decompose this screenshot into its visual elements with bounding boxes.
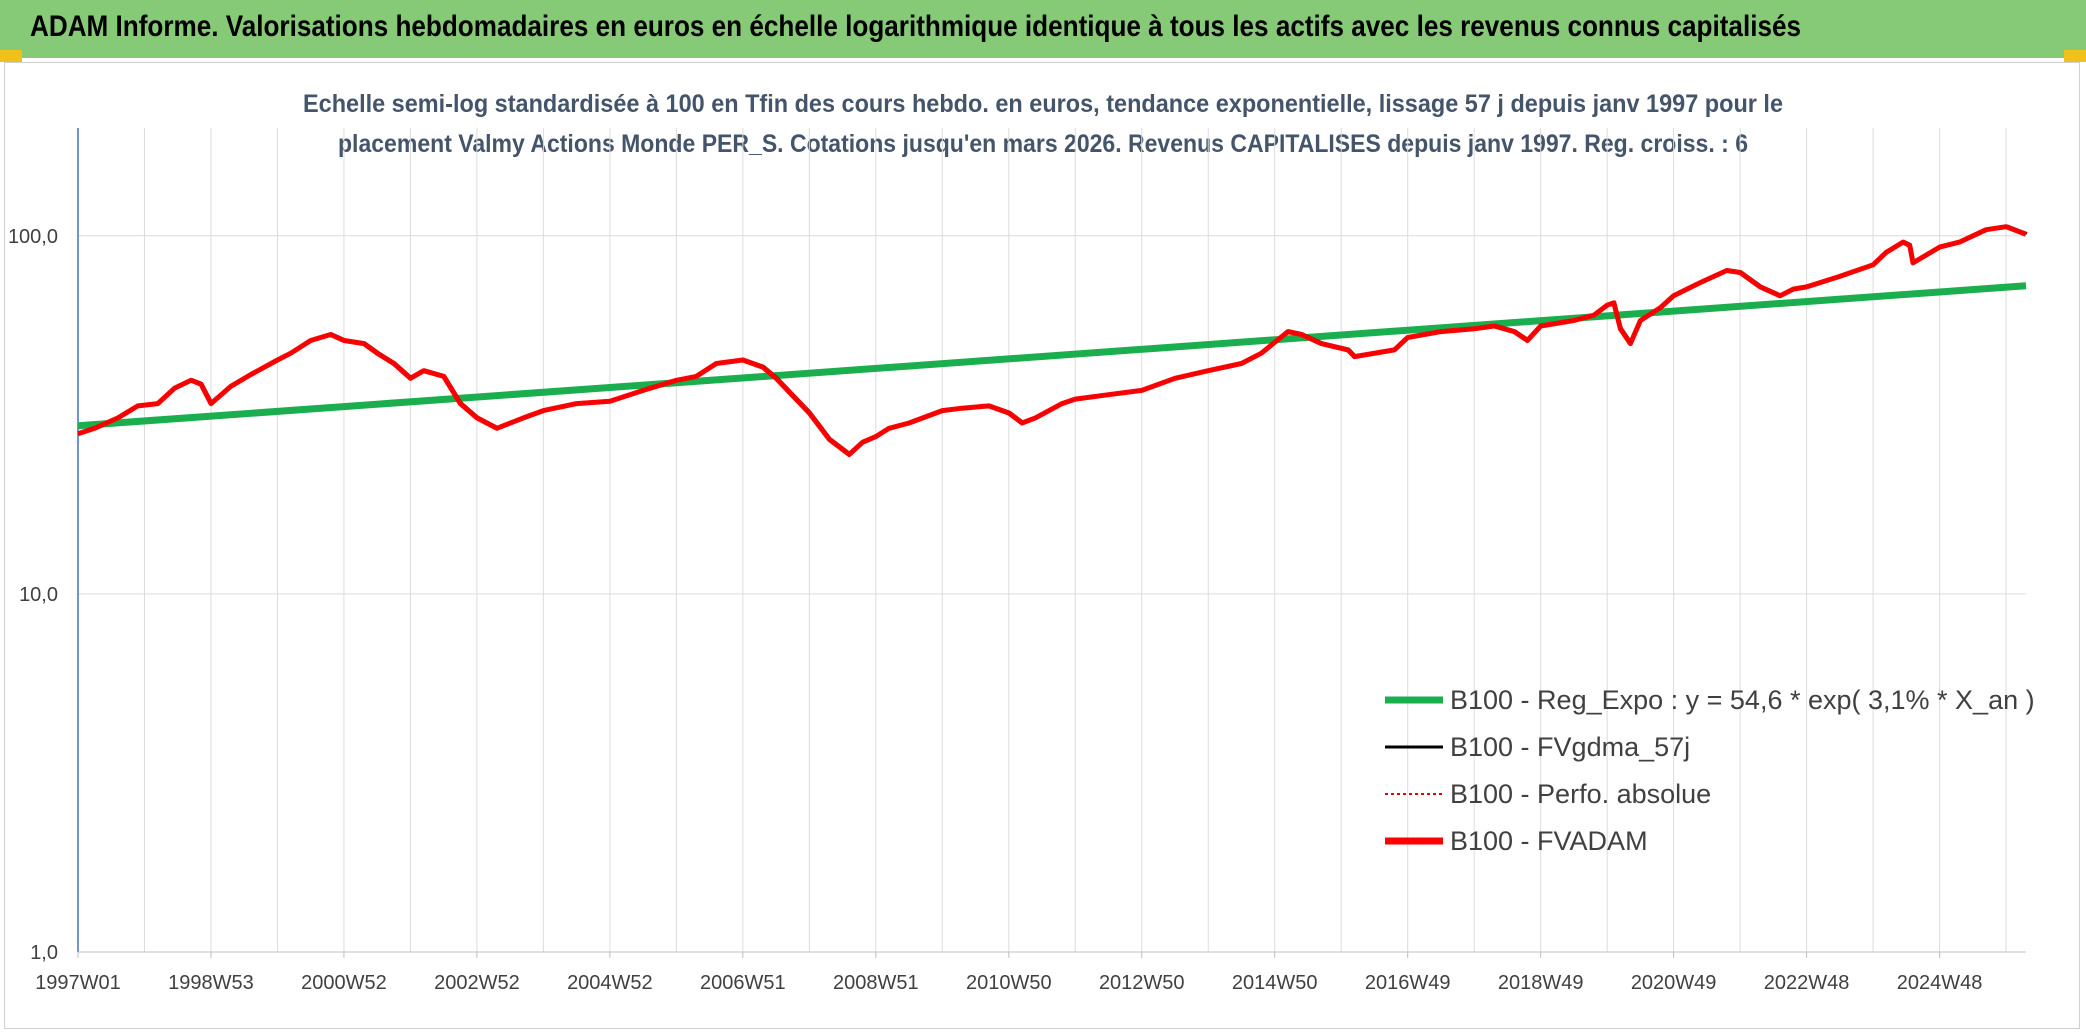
x-tick-label: 2020W49 xyxy=(1631,972,1717,994)
series-line-perfo-absolue xyxy=(77,225,2027,456)
legend-label: B100 - FVgdma_57j xyxy=(1450,732,1690,762)
x-tick-label: 2000W52 xyxy=(301,972,387,994)
grid xyxy=(77,128,2026,953)
series-line-fvgdma xyxy=(78,224,2028,455)
legend-label: B100 - Reg_Expo : y = 54,6 * exp( 3,1% *… xyxy=(1450,685,2035,715)
x-tick-label: 2002W52 xyxy=(434,972,520,994)
chart-frame xyxy=(4,62,2080,1029)
x-tick-label: 2014W50 xyxy=(1232,972,1318,994)
legend-label: B100 - FVADAM xyxy=(1450,826,1648,856)
y-tick-label: 1,0 xyxy=(30,942,58,964)
corner-accent-top-right xyxy=(2064,50,2086,62)
series-line-fvadam xyxy=(77,224,2027,457)
x-tick-label: 2008W51 xyxy=(833,972,919,994)
x-tick-label: 2006W51 xyxy=(700,972,786,994)
header-title: ADAM Informe. Valorisations hebdomadaire… xyxy=(30,10,1802,43)
x-tick-label: 2010W50 xyxy=(966,972,1052,994)
y-tick-label: 100,0 xyxy=(8,226,58,248)
x-tick-label: 2016W49 xyxy=(1365,972,1451,994)
chart-subtitle-line-2: placement Valmy Actions Monde PER_S. Cot… xyxy=(338,130,1748,158)
plot-area xyxy=(77,224,2028,457)
y-tick-label: 10,0 xyxy=(19,584,58,606)
x-tick-label: 2012W50 xyxy=(1099,972,1185,994)
x-tick-label: 1998W53 xyxy=(168,972,254,994)
x-tick-label: 2022W48 xyxy=(1764,972,1850,994)
legend-label: B100 - Perfo. absolue xyxy=(1450,779,1711,809)
chart-subtitle-line-1: Echelle semi-log standardisée à 100 en T… xyxy=(303,90,1783,118)
header-bar: ADAM Informe. Valorisations hebdomadaire… xyxy=(0,0,2086,58)
x-tick-label: 2024W48 xyxy=(1897,972,1983,994)
legend: B100 - Reg_Expo : y = 54,6 * exp( 3,1% *… xyxy=(1385,685,2035,856)
corner-accent-top-left xyxy=(0,50,22,62)
x-tick-label: 2018W49 xyxy=(1498,972,1584,994)
x-tick-label: 1997W01 xyxy=(35,972,121,994)
axes: 1,0 10,0 100,0 1997W01 1998W53 2000W52 2002W52… xyxy=(8,128,2026,994)
series-line-reg-expo xyxy=(77,282,2027,430)
x-tick-label: 2004W52 xyxy=(567,972,653,994)
